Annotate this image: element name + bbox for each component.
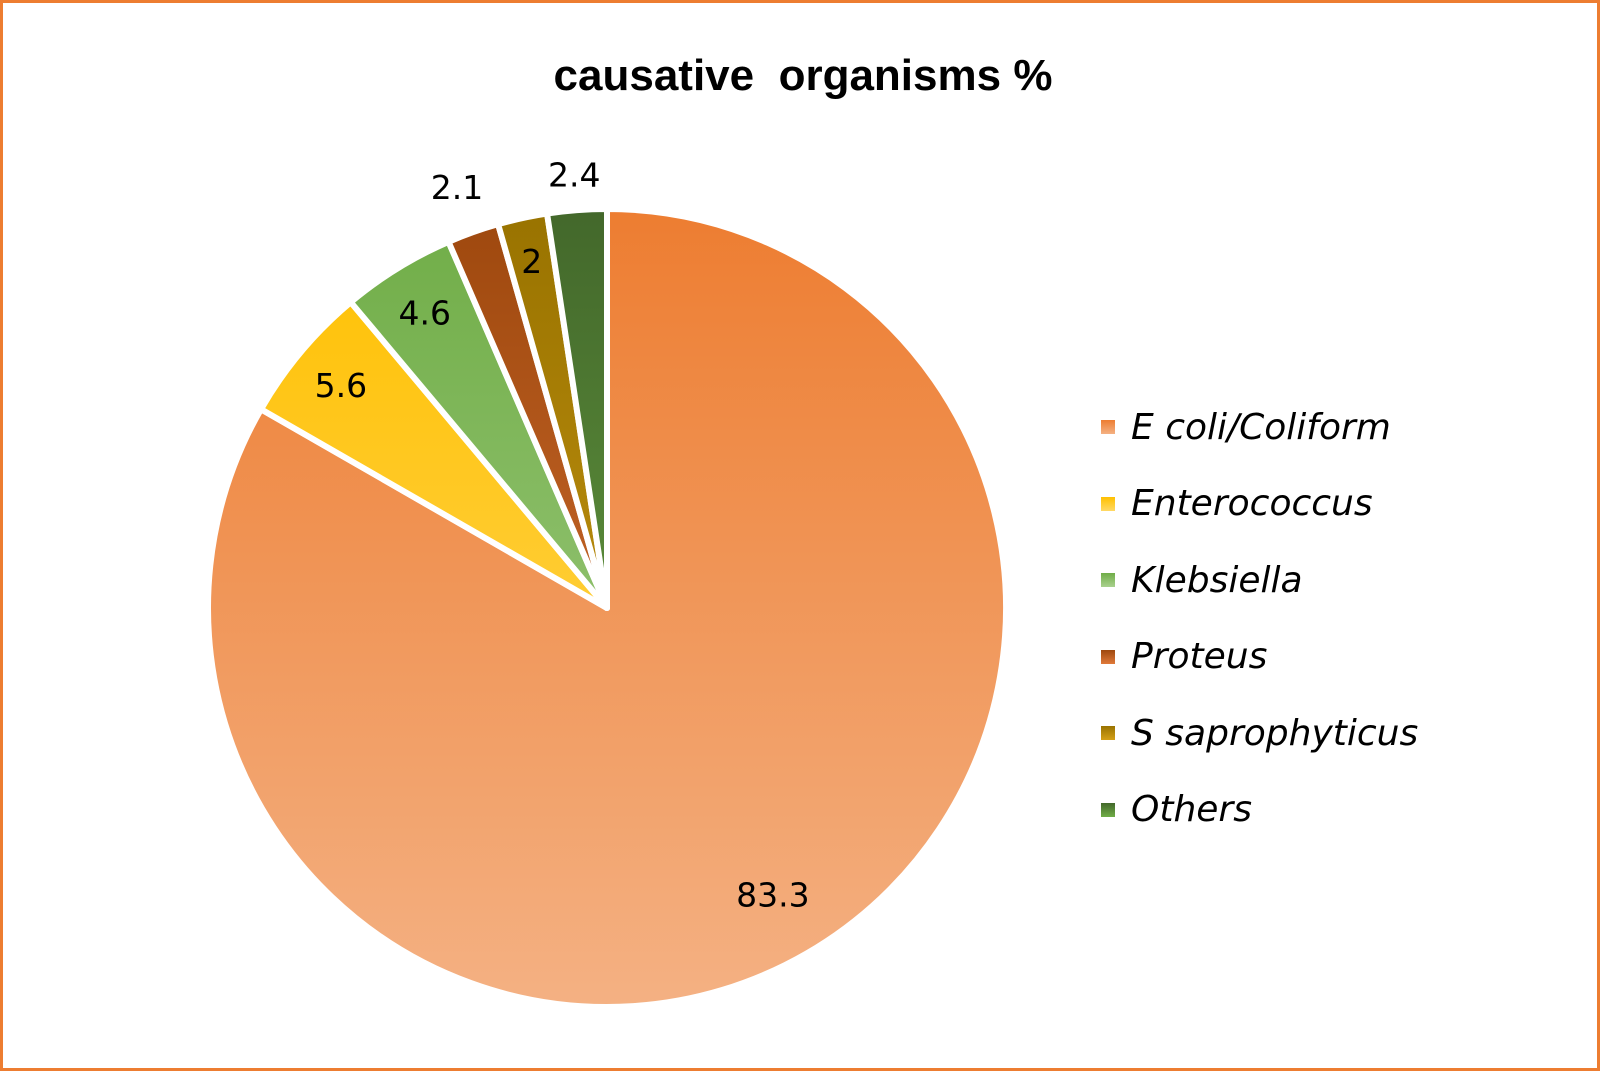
legend-label: E coli/Coliform bbox=[1131, 406, 1391, 448]
legend-item-klebsiella: Klebsiella bbox=[1101, 542, 1418, 619]
legend-label: Enterococcus bbox=[1131, 483, 1373, 525]
legend-swatch bbox=[1101, 649, 1115, 664]
pie-chart: 83.3 5.6 4.6 2.1 2 2.4 bbox=[205, 155, 1009, 1010]
legend-swatch bbox=[1101, 802, 1115, 817]
chart-title: causative organisms % bbox=[553, 51, 1053, 100]
data-label-klebsiella: 4.6 bbox=[398, 294, 450, 333]
legend-label: Klebsiella bbox=[1131, 559, 1303, 601]
data-label-e-coli-coliform: 83.3 bbox=[736, 876, 809, 915]
legend-swatch bbox=[1101, 726, 1115, 741]
data-label-s-saprophyticus: 2 bbox=[521, 242, 542, 281]
legend: E coli/Coliform Enterococcus Klebsiella Pro… bbox=[1101, 389, 1418, 848]
data-label-enterococcus: 5.6 bbox=[315, 366, 367, 405]
legend-item-s-saprophyticus: S saprophyticus bbox=[1101, 695, 1418, 772]
legend-item-enterococcus: Enterococcus bbox=[1101, 466, 1418, 543]
legend-label: Proteus bbox=[1131, 636, 1268, 678]
legend-item-proteus: Proteus bbox=[1101, 619, 1418, 696]
pie-slice-others bbox=[544, 206, 610, 611]
data-label-others: 2.4 bbox=[548, 155, 600, 194]
legend-item-others: Others bbox=[1101, 772, 1418, 849]
legend-swatch bbox=[1101, 573, 1115, 588]
legend-label: S saprophyticus bbox=[1131, 712, 1419, 754]
legend-item-e-coli-coliform: E coli/Coliform bbox=[1101, 389, 1418, 466]
legend-swatch bbox=[1101, 420, 1115, 435]
legend-label: Others bbox=[1131, 789, 1252, 831]
data-label-proteus: 2.1 bbox=[431, 168, 483, 207]
legend-swatch bbox=[1101, 496, 1115, 511]
